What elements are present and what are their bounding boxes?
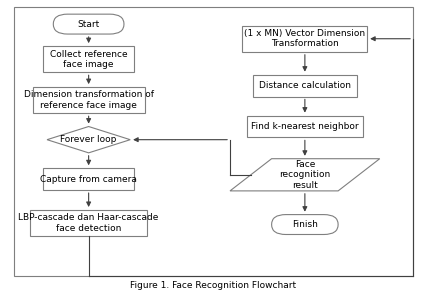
FancyBboxPatch shape [272, 215, 338, 235]
Text: Figure 1. Face Recognition Flowchart: Figure 1. Face Recognition Flowchart [130, 281, 296, 290]
Text: Face
recognition
result: Face recognition result [279, 160, 330, 190]
Text: Start: Start [78, 20, 100, 29]
FancyBboxPatch shape [30, 210, 147, 236]
Polygon shape [47, 126, 130, 153]
FancyBboxPatch shape [253, 75, 357, 96]
Text: Capture from camera: Capture from camera [40, 175, 137, 184]
FancyBboxPatch shape [32, 87, 145, 113]
FancyBboxPatch shape [53, 14, 124, 34]
Polygon shape [230, 159, 380, 191]
FancyBboxPatch shape [43, 46, 134, 72]
Text: Finish: Finish [292, 220, 318, 229]
FancyBboxPatch shape [243, 26, 367, 52]
Text: Find k-nearest neighbor: Find k-nearest neighbor [251, 122, 359, 131]
Text: (1 x MN) Vector Dimension
Transformation: (1 x MN) Vector Dimension Transformation [244, 29, 365, 49]
Text: Collect reference
face image: Collect reference face image [50, 49, 127, 69]
Text: LBP-cascade dan Haar-cascade
face detection: LBP-cascade dan Haar-cascade face detect… [19, 213, 159, 233]
FancyBboxPatch shape [246, 116, 363, 138]
FancyBboxPatch shape [43, 168, 134, 190]
Text: Dimension transformation of
reference face image: Dimension transformation of reference fa… [24, 91, 154, 110]
Text: Distance calculation: Distance calculation [259, 81, 351, 90]
Text: Forever loop: Forever loop [60, 135, 117, 144]
